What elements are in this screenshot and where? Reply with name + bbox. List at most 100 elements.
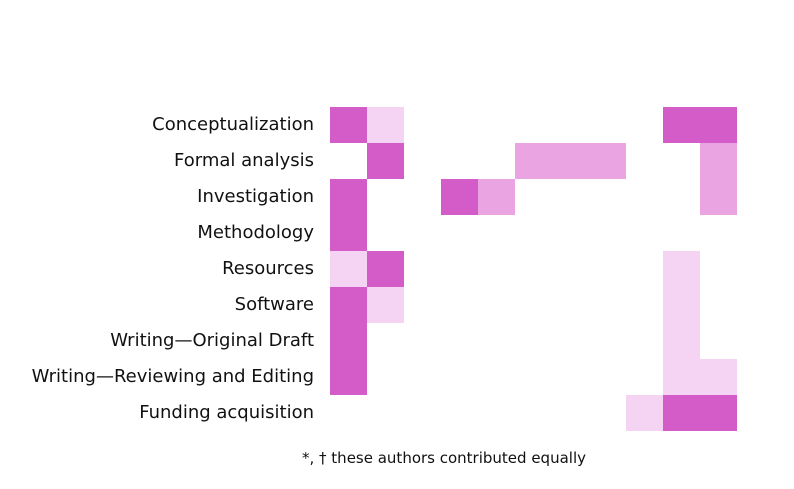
heatmap-cell <box>552 143 589 179</box>
heatmap-cell <box>515 107 552 143</box>
heatmap-cell <box>367 179 404 215</box>
heatmap-cell <box>478 287 515 323</box>
heatmap-cell <box>515 287 552 323</box>
heatmap-cell <box>404 251 441 287</box>
heatmap-cell <box>478 107 515 143</box>
row-label: Resources <box>222 258 314 279</box>
heatmap-cell <box>626 287 663 323</box>
heatmap-cell <box>367 215 404 251</box>
heatmap-cell <box>367 107 404 143</box>
heatmap-cell <box>589 251 626 287</box>
heatmap-cell <box>589 143 626 179</box>
heatmap-cell <box>626 179 663 215</box>
heatmap-cell <box>663 323 700 359</box>
heatmap-cell <box>367 323 404 359</box>
heatmap-cell <box>552 323 589 359</box>
heatmap-cell <box>441 323 478 359</box>
heatmap-cell <box>552 287 589 323</box>
heatmap-cell <box>478 215 515 251</box>
heatmap-cell <box>626 323 663 359</box>
heatmap-cell <box>700 251 737 287</box>
heatmap-cell <box>552 215 589 251</box>
heatmap-cell <box>367 395 404 431</box>
heatmap-cell <box>367 143 404 179</box>
heatmap-cell <box>552 359 589 395</box>
heatmap-cell <box>441 215 478 251</box>
heatmap-cell <box>404 359 441 395</box>
row-labels: Conceptualization Formal analysis Investig… <box>0 107 322 431</box>
row-label: Formal analysis <box>174 150 314 171</box>
heatmap-cell <box>441 143 478 179</box>
heatmap-cell <box>478 251 515 287</box>
column-labels: Author 1*Author 2*Author 3Author 4Author… <box>0 0 794 107</box>
heatmap-cell <box>663 359 700 395</box>
row-label: Writing—Original Draft <box>110 330 314 351</box>
heatmap-grid <box>330 107 737 431</box>
heatmap-cell <box>626 143 663 179</box>
heatmap-cell <box>330 287 367 323</box>
heatmap-cell <box>478 359 515 395</box>
heatmap-cell <box>478 179 515 215</box>
heatmap-cell <box>700 215 737 251</box>
heatmap-cell <box>626 395 663 431</box>
footnote: *, † these authors contributed equally <box>302 449 586 467</box>
heatmap-cell <box>441 395 478 431</box>
heatmap-cell <box>515 215 552 251</box>
heatmap-cell <box>330 359 367 395</box>
heatmap-cell <box>404 179 441 215</box>
heatmap-cell <box>700 359 737 395</box>
heatmap-cell <box>515 395 552 431</box>
heatmap-cell <box>663 179 700 215</box>
heatmap-cell <box>478 395 515 431</box>
heatmap-cell <box>330 143 367 179</box>
heatmap-cell <box>552 395 589 431</box>
row-label: Methodology <box>197 222 314 243</box>
heatmap-cell <box>330 107 367 143</box>
heatmap-cell <box>700 107 737 143</box>
heatmap-cell <box>404 215 441 251</box>
heatmap-cell <box>700 395 737 431</box>
heatmap-cell <box>700 179 737 215</box>
heatmap-cell <box>700 143 737 179</box>
heatmap-cell <box>626 215 663 251</box>
heatmap-cell <box>589 179 626 215</box>
heatmap-cell <box>515 251 552 287</box>
heatmap-cell <box>441 179 478 215</box>
heatmap-cell <box>404 395 441 431</box>
heatmap-cell <box>404 323 441 359</box>
heatmap-cell <box>552 179 589 215</box>
heatmap-cell <box>478 143 515 179</box>
heatmap-cell <box>663 395 700 431</box>
heatmap-cell <box>589 287 626 323</box>
heatmap-cell <box>589 107 626 143</box>
heatmap-cell <box>367 287 404 323</box>
heatmap-cell <box>330 179 367 215</box>
heatmap-cell <box>404 287 441 323</box>
heatmap-cell <box>330 251 367 287</box>
heatmap-cell <box>700 287 737 323</box>
heatmap-cell <box>367 359 404 395</box>
heatmap-cell <box>515 323 552 359</box>
row-label: Software <box>234 294 314 315</box>
heatmap-cell <box>589 215 626 251</box>
row-label: Investigation <box>197 186 314 207</box>
heatmap-cell <box>663 251 700 287</box>
heatmap-cell <box>626 251 663 287</box>
heatmap-cell <box>404 107 441 143</box>
heatmap-cell <box>441 359 478 395</box>
heatmap-cell <box>441 251 478 287</box>
heatmap-cell <box>330 323 367 359</box>
heatmap-cell <box>552 107 589 143</box>
row-label: Conceptualization <box>152 114 314 135</box>
heatmap-cell <box>589 323 626 359</box>
heatmap-cell <box>515 143 552 179</box>
row-label: Writing—Reviewing and Editing <box>31 366 314 387</box>
heatmap-cell <box>367 251 404 287</box>
heatmap-cell <box>441 107 478 143</box>
heatmap-cell <box>663 215 700 251</box>
heatmap-cell <box>515 179 552 215</box>
heatmap-cell <box>404 143 441 179</box>
heatmap-cell <box>441 287 478 323</box>
heatmap-cell <box>330 215 367 251</box>
